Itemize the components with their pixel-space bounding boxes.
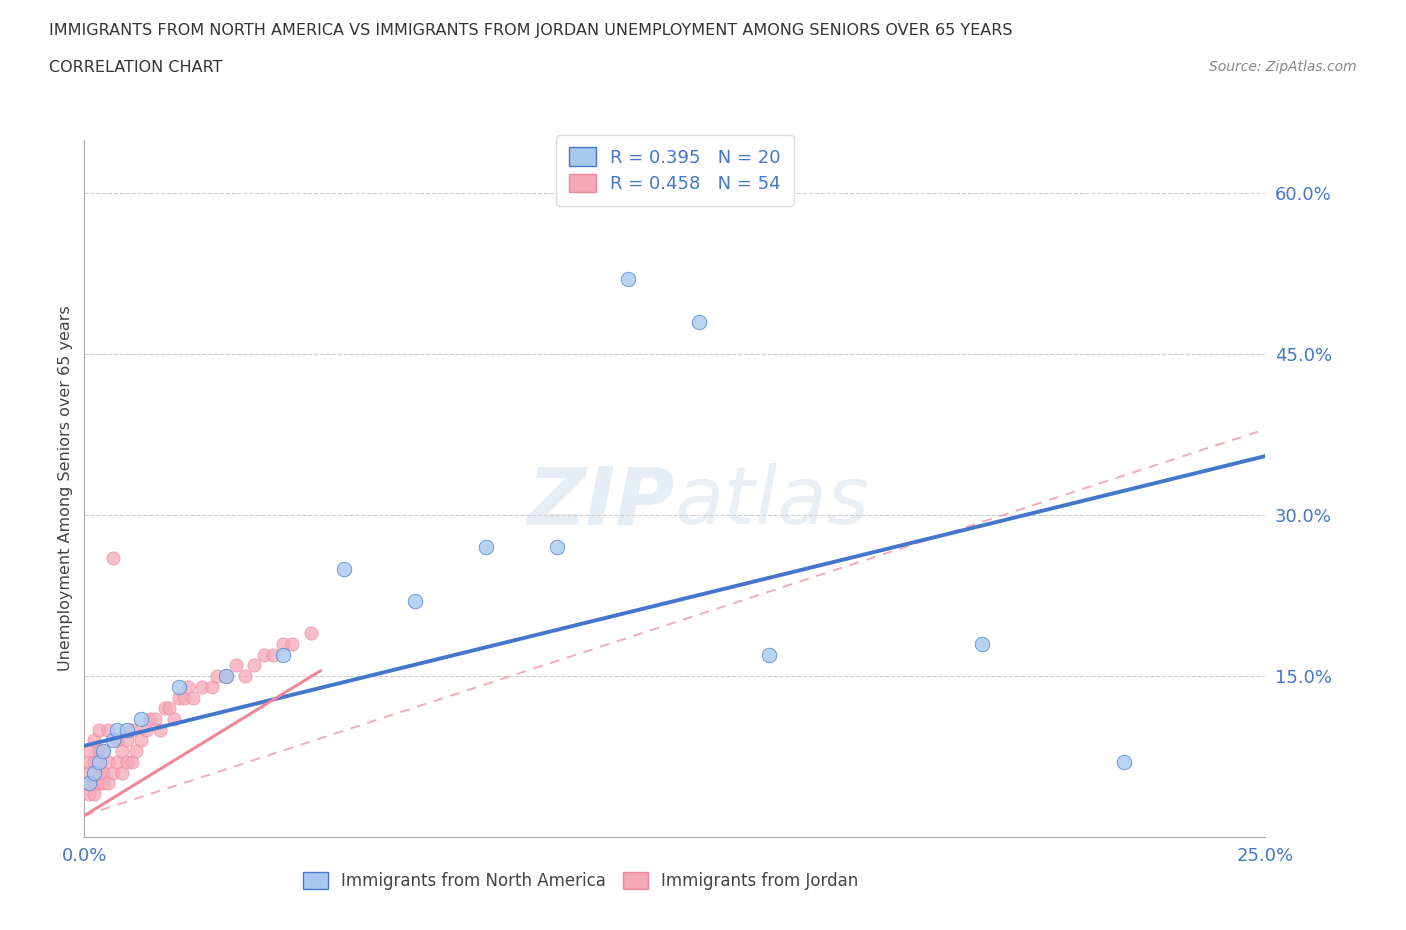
Point bbox=[271, 647, 294, 662]
Point bbox=[101, 551, 124, 565]
Point bbox=[87, 765, 110, 780]
Point bbox=[77, 776, 100, 790]
Point bbox=[129, 733, 152, 748]
Point bbox=[77, 765, 100, 780]
Point bbox=[125, 744, 148, 759]
Point bbox=[299, 626, 322, 641]
Point bbox=[77, 744, 100, 759]
Point bbox=[173, 690, 195, 705]
Point bbox=[83, 754, 105, 769]
Point bbox=[135, 723, 157, 737]
Point bbox=[91, 765, 114, 780]
Point bbox=[107, 754, 129, 769]
Point bbox=[177, 679, 200, 694]
Point bbox=[107, 733, 129, 748]
Point bbox=[191, 679, 214, 694]
Point bbox=[91, 776, 114, 790]
Point bbox=[77, 754, 100, 769]
Point bbox=[121, 754, 143, 769]
Point bbox=[87, 776, 110, 790]
Point bbox=[253, 647, 276, 662]
Point bbox=[1112, 754, 1135, 769]
Point bbox=[87, 723, 110, 737]
Point bbox=[91, 744, 114, 759]
Point bbox=[201, 679, 224, 694]
Point bbox=[87, 754, 110, 769]
Point bbox=[97, 776, 120, 790]
Point bbox=[153, 701, 176, 716]
Point bbox=[115, 733, 138, 748]
Point bbox=[163, 711, 186, 726]
Point bbox=[149, 723, 172, 737]
Point bbox=[111, 744, 134, 759]
Text: atlas: atlas bbox=[675, 463, 870, 541]
Point bbox=[688, 314, 710, 329]
Point bbox=[546, 539, 568, 554]
Point bbox=[262, 647, 284, 662]
Point bbox=[91, 744, 114, 759]
Point bbox=[77, 787, 100, 802]
Point bbox=[97, 754, 120, 769]
Point bbox=[139, 711, 162, 726]
Point bbox=[167, 679, 190, 694]
Point bbox=[970, 636, 993, 651]
Text: CORRELATION CHART: CORRELATION CHART bbox=[49, 60, 222, 75]
Point bbox=[243, 658, 266, 672]
Point bbox=[107, 723, 129, 737]
Point bbox=[129, 711, 152, 726]
Point bbox=[83, 733, 105, 748]
Point bbox=[225, 658, 247, 672]
Point bbox=[83, 776, 105, 790]
Point bbox=[101, 733, 124, 748]
Point bbox=[404, 593, 426, 608]
Point bbox=[83, 787, 105, 802]
Point bbox=[215, 669, 238, 684]
Point bbox=[181, 690, 204, 705]
Point bbox=[215, 669, 238, 684]
Point bbox=[115, 723, 138, 737]
Point bbox=[271, 636, 294, 651]
Point bbox=[97, 723, 120, 737]
Point bbox=[115, 754, 138, 769]
Point bbox=[205, 669, 228, 684]
Point bbox=[143, 711, 166, 726]
Text: Source: ZipAtlas.com: Source: ZipAtlas.com bbox=[1209, 60, 1357, 74]
Point bbox=[758, 647, 780, 662]
Point bbox=[616, 272, 638, 286]
Text: IMMIGRANTS FROM NORTH AMERICA VS IMMIGRANTS FROM JORDAN UNEMPLOYMENT AMONG SENIO: IMMIGRANTS FROM NORTH AMERICA VS IMMIGRA… bbox=[49, 23, 1012, 38]
Point bbox=[77, 776, 100, 790]
Point bbox=[233, 669, 256, 684]
Point bbox=[333, 562, 356, 577]
Point bbox=[167, 690, 190, 705]
Text: ZIP: ZIP bbox=[527, 463, 675, 541]
Point bbox=[281, 636, 304, 651]
Point bbox=[83, 765, 105, 780]
Y-axis label: Unemployment Among Seniors over 65 years: Unemployment Among Seniors over 65 years bbox=[58, 305, 73, 671]
Point bbox=[475, 539, 498, 554]
Legend: Immigrants from North America, Immigrants from Jordan: Immigrants from North America, Immigrant… bbox=[294, 864, 866, 898]
Point bbox=[87, 744, 110, 759]
Point bbox=[101, 765, 124, 780]
Point bbox=[157, 701, 180, 716]
Point bbox=[121, 723, 143, 737]
Point bbox=[111, 765, 134, 780]
